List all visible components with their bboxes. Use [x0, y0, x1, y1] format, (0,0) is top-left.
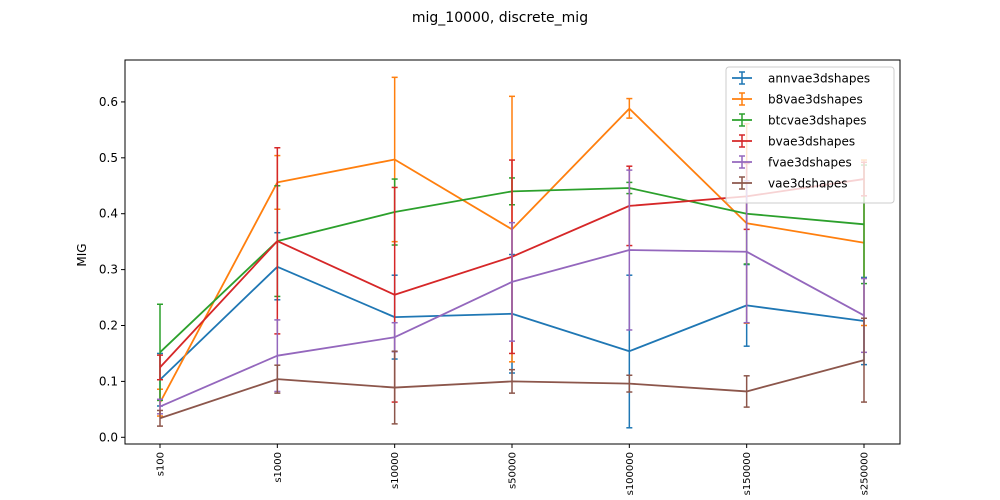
legend-label: annvae3dshapes — [768, 72, 870, 86]
y-tick-label: 0.2 — [99, 319, 118, 333]
legend-item: btcvae3dshapes — [732, 113, 866, 128]
legend-box — [725, 66, 895, 204]
x-tick-label: s100000 — [625, 452, 636, 495]
legend-item: annvae3dshapes — [732, 71, 870, 86]
y-axis-label: MIG — [75, 243, 89, 266]
legend-label: fvae3dshapes — [768, 156, 852, 170]
x-tick-label: s50000 — [508, 452, 519, 489]
x-axis: s100 s1000 s10000 s50000 s100000 s150000 s2500… — [156, 444, 871, 495]
y-tick-label: 0.5 — [99, 151, 118, 165]
chart-title: mig_10000, discrete_mig — [412, 10, 588, 26]
series-line — [159, 249, 865, 408]
x-tick-label: s1000 — [273, 452, 284, 483]
x-tick-label: s100 — [156, 452, 167, 476]
legend: annvae3dshapes b8vae3dshapes btcvae3dshape… — [725, 66, 895, 204]
y-tick-label: 0.4 — [99, 207, 118, 221]
legend-item: fvae3dshapes — [732, 155, 852, 170]
series-fvae3dshapes — [157, 169, 867, 415]
series-line — [159, 359, 865, 420]
y-tick-label: 0.6 — [99, 95, 118, 109]
legend-label: vae3dshapes — [768, 177, 848, 191]
legend-label: b8vae3dshapes — [768, 93, 863, 107]
legend-item: vae3dshapes — [732, 176, 848, 191]
x-tick-label: s150000 — [742, 452, 753, 495]
legend-label: btcvae3dshapes — [768, 114, 866, 128]
y-tick-label: 0.1 — [99, 374, 118, 388]
legend-item: b8vae3dshapes — [732, 92, 863, 107]
y-axis: 0.0 0.1 0.2 0.3 0.4 0.5 0.6 — [99, 95, 125, 444]
series-vae3dshapes — [157, 317, 867, 427]
plot-marks — [157, 76, 867, 429]
legend-item: bvae3dshapes — [732, 134, 855, 149]
y-tick-label: 0.0 — [99, 430, 118, 444]
x-tick-label: s10000 — [390, 452, 401, 489]
y-tick-label: 0.3 — [99, 263, 118, 277]
legend-label: bvae3dshapes — [768, 135, 855, 149]
x-tick-label: s250000 — [860, 452, 871, 495]
